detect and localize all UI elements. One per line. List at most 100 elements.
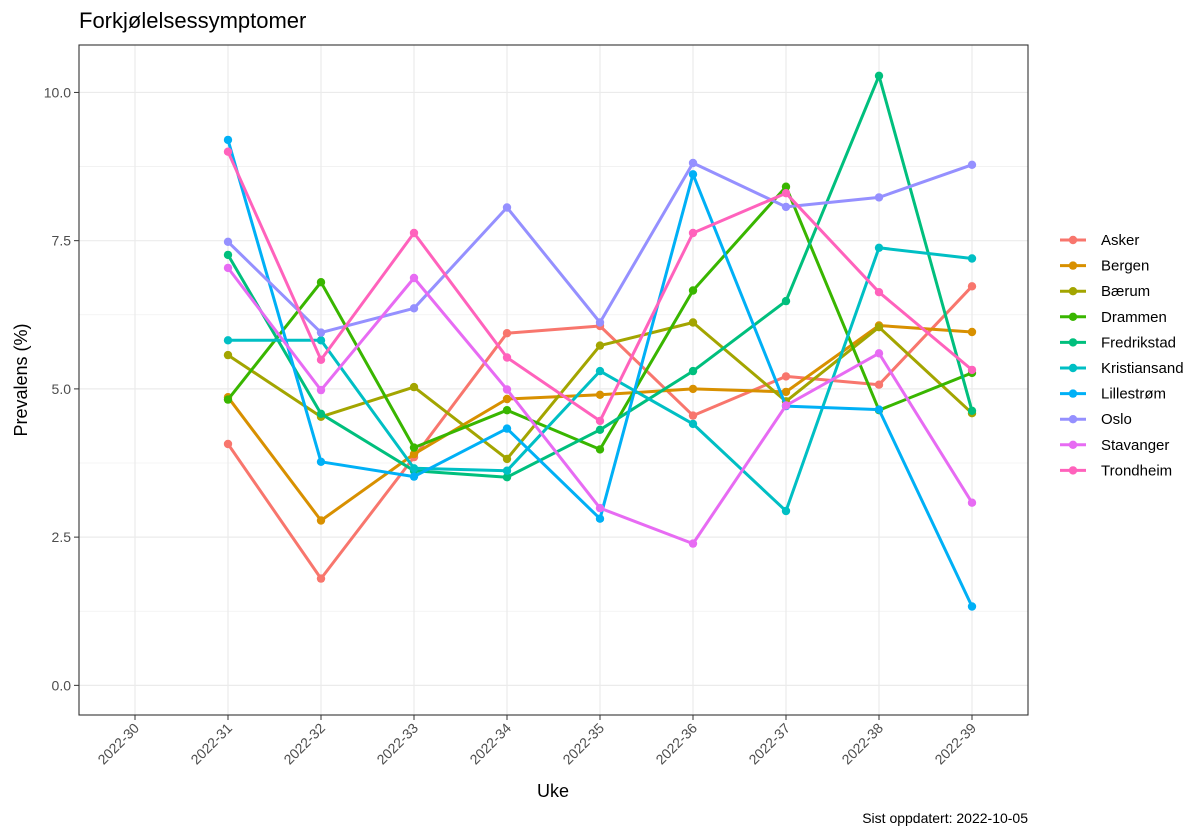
data-point (502, 353, 512, 362)
plot-border (78, 44, 1029, 716)
data-point (316, 328, 326, 337)
series-b-rum (223, 318, 977, 464)
data-point (595, 503, 605, 513)
data-point (223, 336, 233, 345)
data-point (967, 365, 977, 375)
data-point (874, 243, 884, 252)
y-tick-label: 10.0 (44, 84, 71, 100)
data-point (967, 282, 977, 291)
data-point (223, 237, 233, 246)
data-point (781, 202, 791, 212)
legend: Asker Bergen Bærum Drammen Fredrikstad Kristi… (1060, 232, 1184, 479)
data-point (781, 296, 791, 306)
data-point (502, 394, 512, 404)
legend-item-b-rum: Bærum (1060, 283, 1150, 300)
data-point (502, 385, 512, 394)
legend-key-point (1068, 466, 1078, 475)
data-point (316, 409, 326, 418)
data-point (316, 336, 326, 345)
legend-label: Bergen (1101, 258, 1149, 275)
y-tick-label: 7.5 (52, 233, 72, 249)
legend-key-point (1068, 415, 1078, 424)
data-point (409, 449, 419, 459)
data-point (688, 384, 698, 394)
y-axis-title: Prevalens (%) (11, 323, 31, 436)
data-point (223, 395, 233, 404)
data-point (502, 424, 512, 433)
data-point (688, 411, 698, 420)
legend-label: Stavanger (1101, 437, 1169, 454)
chart-title: Forkjølelsessymptomer (79, 8, 306, 33)
legend-label: Trondheim (1101, 462, 1172, 479)
legend-item-asker: Asker (1060, 232, 1139, 249)
data-point (409, 382, 419, 392)
x-tick-label: 2022-34 (466, 720, 514, 768)
legend-label: Drammen (1101, 309, 1167, 326)
x-tick-label: 2022-32 (280, 720, 328, 768)
data-point (874, 288, 884, 297)
x-tick-label: 2022-38 (838, 720, 886, 768)
data-point (781, 372, 791, 381)
data-point (967, 406, 977, 415)
data-point (502, 406, 512, 415)
data-point (223, 439, 233, 449)
data-point (316, 457, 326, 466)
legend-key-point (1068, 389, 1078, 398)
grid (79, 45, 1028, 715)
data-point (409, 228, 419, 238)
x-tick-label: 2022-35 (559, 720, 607, 768)
data-point (316, 355, 326, 364)
data-point (223, 147, 233, 156)
data-point (967, 327, 977, 337)
data-point (409, 443, 419, 452)
data-point (688, 286, 698, 295)
data-point (967, 602, 977, 611)
data-point (502, 473, 512, 482)
x-tick-label: 2022-36 (652, 720, 700, 768)
data-point (223, 350, 233, 360)
y-tick-label: 0.0 (52, 677, 72, 693)
data-point (967, 498, 977, 507)
data-point (595, 425, 605, 434)
data-point (502, 203, 512, 212)
data-point (688, 419, 698, 429)
x-tick-label: 2022-30 (94, 720, 142, 768)
y-tick-label: 5.0 (52, 381, 72, 397)
data-point (502, 329, 512, 338)
data-point (781, 506, 791, 516)
data-point (688, 170, 698, 179)
legend-label: Bærum (1101, 283, 1150, 300)
data-point (409, 472, 419, 481)
caption: Sist oppdatert: 2022-10-05 (862, 810, 1028, 826)
data-point (874, 349, 884, 358)
legend-item-fredrikstad: Fredrikstad (1060, 334, 1176, 351)
legend-key-point (1068, 261, 1078, 270)
data-point (409, 273, 419, 283)
series-stavanger (223, 263, 977, 548)
legend-item-lillestr-m: Lillestrøm (1060, 386, 1166, 403)
data-point (595, 366, 605, 376)
data-point (223, 250, 233, 260)
legend-label: Kristiansand (1101, 360, 1184, 377)
legend-item-oslo: Oslo (1060, 411, 1132, 428)
data-point (874, 193, 884, 202)
legend-key-point (1068, 287, 1078, 296)
legend-label: Asker (1101, 232, 1139, 249)
data-point (781, 387, 791, 397)
legend-key-point (1068, 440, 1078, 449)
series-trondheim (223, 147, 977, 426)
data-point (223, 263, 233, 273)
data-point (409, 464, 419, 473)
data-point (316, 516, 326, 525)
legend-item-stavanger: Stavanger (1060, 437, 1169, 454)
legend-item-kristiansand: Kristiansand (1060, 360, 1184, 377)
legend-key-point (1068, 312, 1078, 321)
legend-label: Fredrikstad (1101, 334, 1176, 351)
data-point (409, 304, 419, 313)
data-point (595, 341, 605, 350)
x-axis-title: Uke (537, 781, 569, 801)
data-point (688, 158, 698, 168)
data-point (688, 228, 698, 238)
data-point (688, 318, 698, 327)
